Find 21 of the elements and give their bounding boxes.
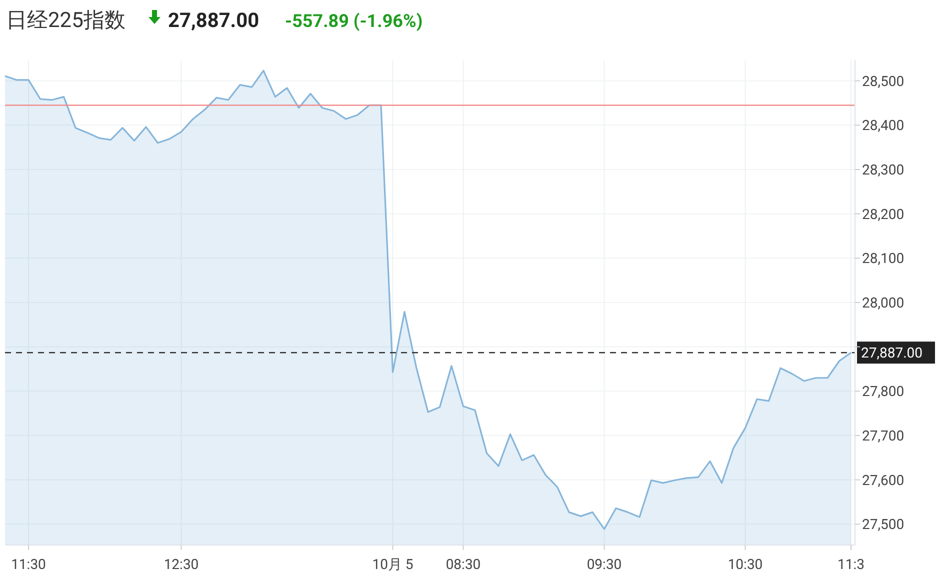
x-tick-label: 08:30	[446, 557, 481, 573]
y-tick-label: 27,600	[862, 472, 904, 489]
x-tick-label: 11:3	[838, 557, 864, 573]
text: -557.89 (-1.96%)	[285, 11, 423, 32]
y-tick-label: 28,400	[862, 118, 904, 134]
y-tick-label: 28,000	[862, 296, 904, 312]
y-tick-label: 28,500	[862, 74, 904, 90]
y-tick-label: 28,100	[862, 251, 904, 268]
y-tick-label: 28,300	[862, 162, 904, 178]
y-tick-label: 27,500	[862, 517, 904, 534]
y-tick-label: 28,200	[862, 206, 904, 223]
x-tick-label: 12:30	[164, 557, 199, 573]
y-tick-label: 27,800	[862, 384, 904, 400]
x-tick-label: 10:30	[728, 557, 763, 573]
ref-line-label: 27,887.00	[861, 346, 923, 362]
chart-title: 日经225指数	[6, 9, 126, 33]
x-tick-label: 10月 5	[372, 557, 414, 573]
x-tick-label: 11:30	[11, 557, 46, 573]
y-tick-label: 27,700	[862, 428, 904, 444]
x-tick-label: 09:30	[586, 557, 622, 573]
chart-subtitle: 27,887.00	[168, 8, 260, 32]
